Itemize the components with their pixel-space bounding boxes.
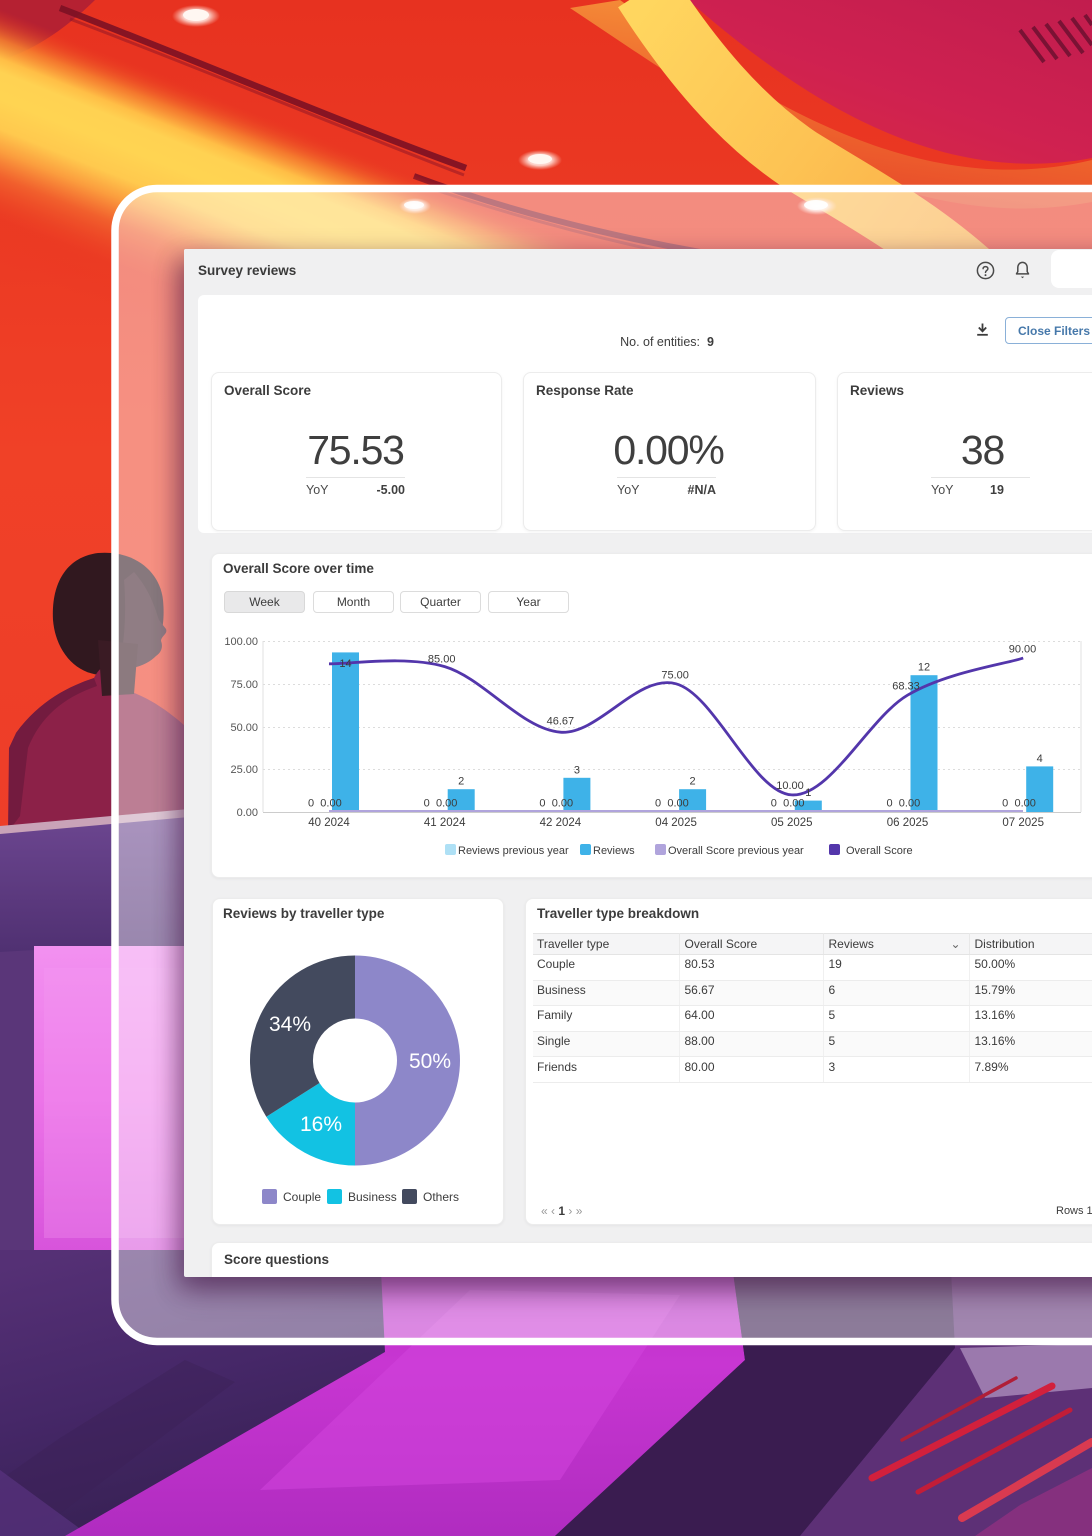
svg-text:46.67: 46.67 xyxy=(547,716,575,728)
svg-text:05 2025: 05 2025 xyxy=(771,817,813,829)
svg-text:42 2024: 42 2024 xyxy=(540,817,582,829)
svg-text:0.00: 0.00 xyxy=(899,797,920,809)
svg-text:0.00: 0.00 xyxy=(237,807,258,819)
svg-text:85.00: 85.00 xyxy=(428,654,456,666)
svg-text:Overall Score: Overall Score xyxy=(846,845,913,857)
svg-text:0.00: 0.00 xyxy=(320,797,341,809)
svg-text:04 2025: 04 2025 xyxy=(655,817,697,829)
svg-text:0.00: 0.00 xyxy=(552,797,573,809)
svg-text:3: 3 xyxy=(574,764,580,776)
svg-text:16%: 16% xyxy=(300,1113,342,1136)
svg-text:25.00: 25.00 xyxy=(230,764,258,776)
svg-text:68.33: 68.33 xyxy=(892,680,920,692)
svg-text:4: 4 xyxy=(1037,753,1043,765)
svg-text:0: 0 xyxy=(308,797,314,809)
svg-text:Overall Score previous year: Overall Score previous year xyxy=(668,845,804,857)
svg-text:0: 0 xyxy=(886,797,892,809)
svg-text:Reviews: Reviews xyxy=(593,845,635,857)
svg-text:14: 14 xyxy=(339,658,351,670)
svg-text:0: 0 xyxy=(1002,797,1008,809)
svg-text:0: 0 xyxy=(424,797,430,809)
svg-text:90.00: 90.00 xyxy=(1009,644,1037,656)
svg-text:50%: 50% xyxy=(409,1050,451,1073)
svg-text:100.00: 100.00 xyxy=(224,636,258,648)
svg-text:0.00: 0.00 xyxy=(667,797,688,809)
svg-text:0.00: 0.00 xyxy=(1014,797,1035,809)
svg-text:75.00: 75.00 xyxy=(230,679,258,691)
svg-text:1: 1 xyxy=(805,787,811,799)
svg-text:0: 0 xyxy=(539,797,545,809)
svg-text:Reviews previous year: Reviews previous year xyxy=(458,845,569,857)
svg-text:Business: Business xyxy=(348,1190,397,1204)
svg-text:07 2025: 07 2025 xyxy=(1002,817,1044,829)
svg-text:40 2024: 40 2024 xyxy=(308,817,350,829)
svg-text:Others: Others xyxy=(423,1190,459,1204)
svg-text:41 2024: 41 2024 xyxy=(424,817,466,829)
svg-text:0: 0 xyxy=(771,797,777,809)
svg-text:0: 0 xyxy=(655,797,661,809)
svg-text:10.00: 10.00 xyxy=(776,780,804,792)
svg-text:06 2025: 06 2025 xyxy=(887,817,929,829)
svg-text:0.00: 0.00 xyxy=(783,797,804,809)
svg-text:2: 2 xyxy=(690,776,696,788)
svg-text:12: 12 xyxy=(918,662,930,674)
svg-text:75.00: 75.00 xyxy=(661,670,689,682)
svg-text:Couple: Couple xyxy=(283,1190,321,1204)
svg-text:0.00: 0.00 xyxy=(436,797,457,809)
svg-text:50.00: 50.00 xyxy=(230,722,258,734)
svg-text:2: 2 xyxy=(458,776,464,788)
svg-text:34%: 34% xyxy=(269,1013,311,1036)
